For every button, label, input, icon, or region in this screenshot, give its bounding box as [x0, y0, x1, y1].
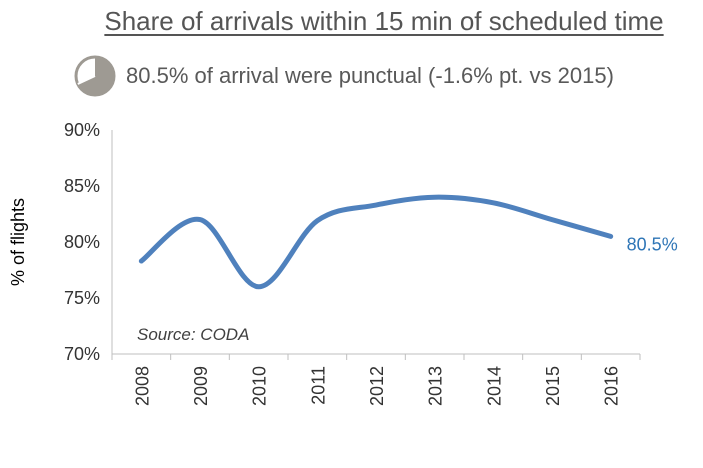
x-tick-label: 2009	[191, 366, 211, 406]
end-data-label: 80.5%	[627, 234, 678, 254]
chart-subtitle: 80.5% of arrival were punctual (-1.6% pt…	[126, 63, 614, 88]
y-tick-label: 90%	[64, 120, 100, 140]
y-tick-label: 70%	[64, 344, 100, 364]
series-line	[138, 194, 614, 290]
x-tick-label: 2011	[308, 366, 328, 405]
source-annotation: Source: CODA	[137, 325, 249, 344]
x-tick-label: 2016	[602, 366, 622, 406]
chart-title: Share of arrivals within 15 min of sched…	[104, 6, 664, 36]
y-tick-label: 80%	[64, 232, 100, 252]
x-tick-label: 2008	[132, 366, 152, 406]
y-tick-label: 85%	[64, 176, 100, 196]
y-ticks: 70% 75% 80% 85% 90%	[64, 120, 100, 364]
y-axis-label: % of flights	[8, 198, 28, 286]
pie-chart-icon	[74, 55, 116, 97]
x-tick-label: 2013	[426, 366, 446, 406]
subtitle-row: 80.5% of arrival were punctual (-1.6% pt…	[72, 54, 614, 98]
x-tick-label: 2015	[543, 366, 563, 406]
x-tick-label: 2012	[367, 366, 387, 406]
x-ticks: 2008 2009 2010 2011 2012 2013 2014 2015 2016	[111, 354, 641, 406]
x-tick-label: 2010	[250, 366, 270, 406]
y-tick-label: 75%	[64, 288, 100, 308]
x-tick-label: 2014	[484, 366, 504, 406]
